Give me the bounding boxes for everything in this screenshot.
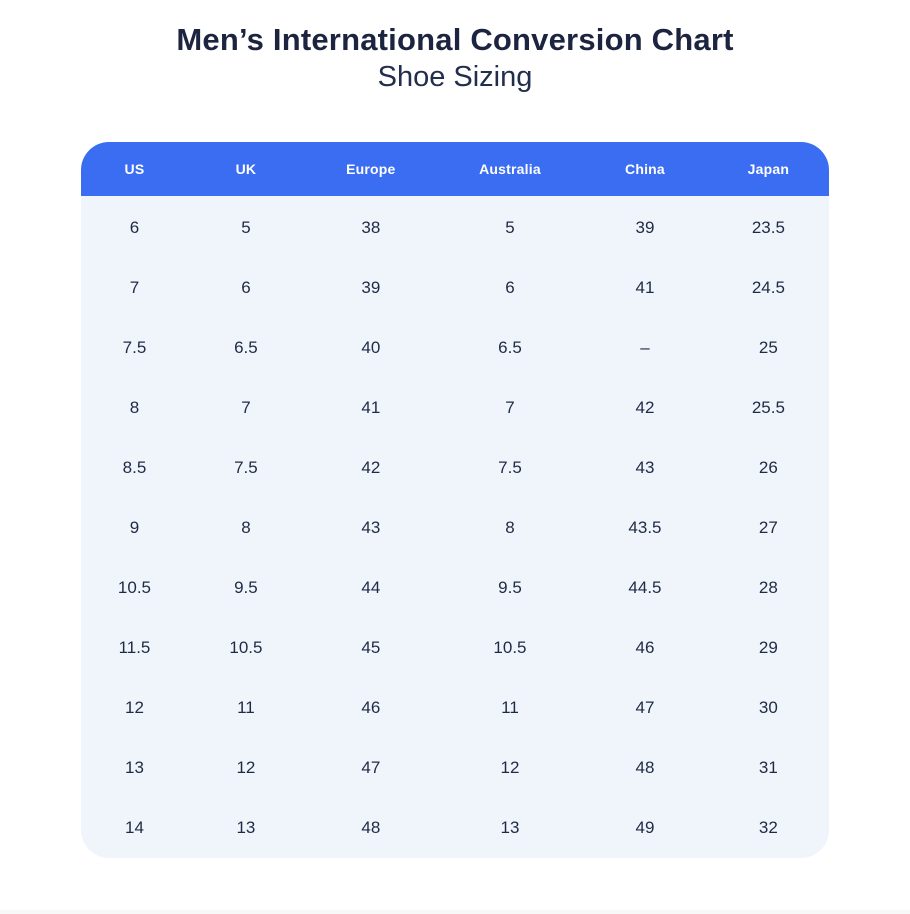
table-cell: 49 — [635, 817, 655, 837]
table-cell: 8 — [241, 517, 251, 537]
column-header-japan: Japan — [747, 160, 790, 177]
table-row: 8 7 41 7 42 25.5 — [81, 378, 829, 438]
table-cell: 24.5 — [751, 277, 785, 297]
table-cell: 26 — [758, 457, 778, 477]
table-cell: 32 — [758, 817, 778, 837]
column-header-us: US — [124, 160, 145, 177]
table-cell: 39 — [635, 217, 655, 237]
page-subtitle: Shoe Sizing — [377, 60, 533, 93]
table-cell: 8.5 — [122, 457, 147, 477]
table-cell: 12 — [236, 757, 256, 777]
table-cell: 6.5 — [498, 337, 522, 357]
table-cell: 41 — [361, 397, 381, 417]
table-cell: 39 — [361, 277, 381, 297]
table-cell: 43 — [361, 517, 381, 537]
table-cell: 7.5 — [498, 457, 522, 477]
table-cell: 11 — [501, 697, 519, 717]
table-cell: 11.5 — [118, 637, 151, 657]
table-cell: 6 — [129, 217, 140, 237]
table-cell: 42 — [361, 457, 381, 477]
table-cell: 6 — [505, 277, 515, 297]
table-row: 12 11 46 11 47 30 — [81, 678, 829, 738]
table-cell: 48 — [361, 817, 381, 837]
table-row: 7 6 39 6 41 24.5 — [81, 258, 829, 318]
table-cell: 48 — [635, 757, 655, 777]
table-cell: 27 — [758, 517, 778, 537]
table-cell: 44 — [361, 577, 381, 597]
table-row: 8.5 7.5 42 7.5 43 26 — [81, 438, 829, 498]
table-cell: 7.5 — [122, 337, 147, 357]
table-cell: 5 — [241, 217, 251, 237]
table-cell: 29 — [758, 637, 778, 657]
bottom-divider — [0, 910, 910, 914]
table-cell: 44.5 — [628, 577, 662, 597]
table-cell: 12 — [500, 757, 520, 777]
table-cell: 10.5 — [117, 577, 152, 597]
table-cell: 7 — [241, 397, 251, 417]
table-cell: 13 — [500, 817, 520, 837]
table-cell: 7.5 — [234, 457, 258, 477]
table-cell: 8 — [129, 397, 140, 417]
table-row: 7.5 6.5 40 6.5 – 25 — [81, 318, 829, 378]
table-cell: 7 — [505, 397, 515, 417]
table-cell: 10.5 — [229, 637, 263, 657]
table-cell: 6 — [241, 277, 251, 297]
table-cell: 38 — [361, 217, 381, 237]
table-cell: 47 — [635, 697, 655, 717]
table-cell: 28 — [758, 577, 778, 597]
table-cell: 25.5 — [751, 397, 785, 417]
table-row: 13 12 47 12 48 31 — [81, 738, 829, 798]
table-row: 11.5 10.5 45 10.5 46 29 — [81, 618, 829, 678]
table-cell: 46 — [635, 637, 655, 657]
column-header-australia: Australia — [479, 160, 541, 177]
table-cell: 12 — [125, 697, 144, 717]
table-cell: 13 — [236, 817, 256, 837]
table-cell: 23.5 — [751, 217, 785, 237]
table-cell: 40 — [361, 337, 381, 357]
table-cell: – — [640, 337, 650, 357]
table-row: 6 5 38 5 39 23.5 — [81, 198, 829, 258]
table-row: 14 13 48 13 49 32 — [81, 798, 829, 858]
table-cell: 13 — [125, 757, 144, 777]
table-cell: 43 — [635, 457, 655, 477]
column-header-uk: UK — [235, 160, 257, 177]
table-cell: 9.5 — [498, 577, 522, 597]
column-header-europe: Europe — [346, 160, 396, 177]
column-header-china: China — [625, 160, 665, 177]
page: Men’s International Conversion Chart Sho… — [0, 22, 910, 914]
table-cell: 25 — [758, 337, 778, 357]
table-row: 10.5 9.5 44 9.5 44.5 28 — [81, 558, 829, 618]
table-cell: 5 — [505, 217, 515, 237]
table-cell: 45 — [361, 637, 381, 657]
table-cell: 14 — [125, 817, 144, 837]
table-cell: 11 — [237, 697, 255, 717]
table-row: 9 8 43 8 43.5 27 — [81, 498, 829, 558]
table-cell: 6.5 — [234, 337, 258, 357]
table-cell: 9 — [129, 517, 140, 537]
table-cell: 7 — [129, 277, 140, 297]
page-title: Men’s International Conversion Chart — [176, 22, 734, 57]
table-body: 6 5 38 5 39 23.5 7 6 39 6 41 24.5 7.5 6.5 40 6.5 – 25 8 7 41… — [81, 195, 829, 858]
table-cell: 30 — [758, 697, 778, 717]
table-cell: 47 — [361, 757, 381, 777]
table-cell: 31 — [758, 757, 778, 777]
table-cell: 41 — [635, 277, 655, 297]
shoe-size-conversion-table: US UK Europe Australia China Japan 6 5 38 5 39 23.… — [81, 141, 829, 858]
table-cell: 9.5 — [234, 577, 258, 597]
table-cell: 42 — [635, 397, 655, 417]
table-cell: 8 — [505, 517, 515, 537]
table-header-row: US UK Europe Australia China Japan — [81, 141, 829, 196]
table-cell: 46 — [361, 697, 381, 717]
table-cell: 43.5 — [628, 517, 662, 537]
table-cell: 10.5 — [493, 637, 527, 657]
